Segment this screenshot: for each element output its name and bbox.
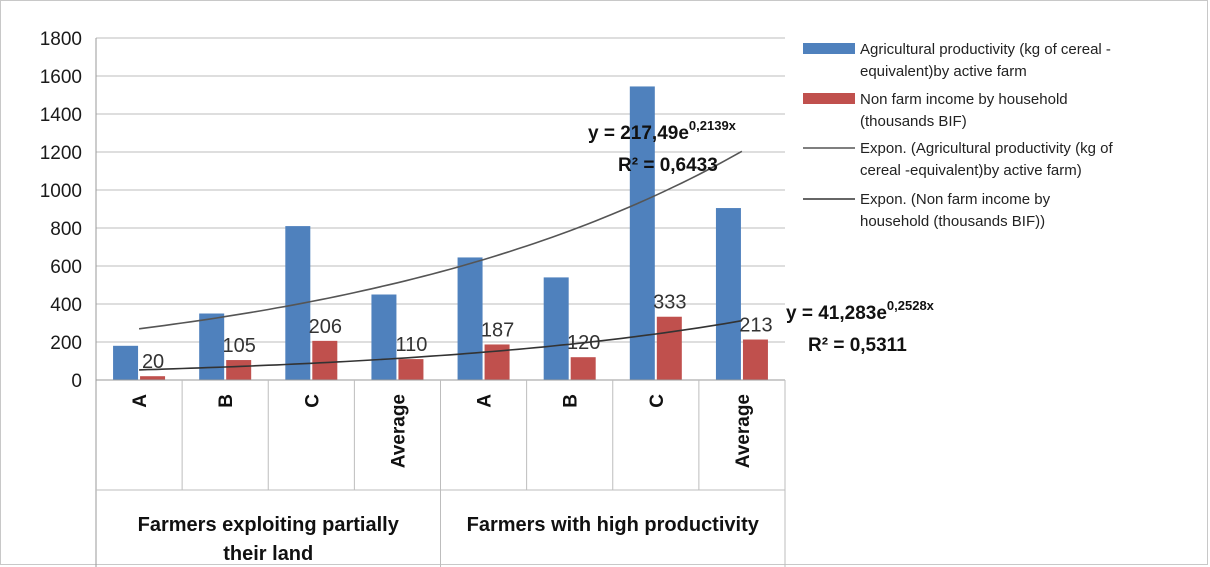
bar-non-farm-income [226, 360, 252, 380]
data-labels: 20 105 206 110 187 120 333 213 [142, 292, 773, 373]
bar-agricultural-productivity [543, 277, 569, 380]
data-label: 213 [739, 315, 772, 337]
legend-label: equivalent)by active farm [860, 63, 1027, 80]
y-tick-label: 400 [50, 295, 82, 316]
bar-agricultural-productivity [629, 86, 655, 380]
data-label: 187 [481, 319, 514, 341]
trendline-agricultural-productivity [138, 150, 743, 330]
trendline-equation: y = 41,283e0,2528x [786, 298, 935, 324]
legend-label: Agricultural productivity (kg of cereal … [860, 41, 1111, 58]
legend-label: Non farm income by household [860, 91, 1068, 108]
bar-agricultural-productivity [715, 208, 741, 380]
bars [113, 86, 768, 380]
x-category-label: C [647, 394, 668, 408]
trendline-r-squared: R² = 0,5311 [808, 335, 907, 356]
bar-non-farm-income [742, 339, 768, 380]
y-tick-label: 1000 [40, 181, 82, 202]
bar-non-farm-income [570, 357, 596, 380]
legend-label: Expon. (Agricultural productivity (kg of [860, 140, 1113, 157]
trendline-equations: y = 217,49e0,2139x R² = 0,6433 y = 41,283e… [588, 118, 935, 356]
bar-agricultural-productivity [199, 313, 225, 380]
bar-agricultural-productivity [113, 345, 139, 380]
trendline-non-farm-income [139, 319, 743, 371]
y-axis-ticks: 0 200 400 600 800 1000 1200 1400 1600 1800 [40, 29, 82, 392]
data-label: 20 [142, 351, 164, 373]
axes [95, 38, 786, 567]
data-label: 110 [395, 334, 427, 356]
legend-label: (thousands BIF) [860, 113, 967, 130]
x-category-label: A [130, 394, 151, 408]
data-label: 105 [223, 335, 256, 357]
legend-swatch [803, 43, 855, 54]
x-category-label: C [302, 394, 323, 408]
bar-non-farm-income [398, 359, 424, 380]
x-category-label: B [561, 394, 582, 408]
legend-label: cereal -equivalent)by active farm) [860, 162, 1082, 179]
legend-label: household (thousands BIF)) [860, 213, 1045, 230]
y-tick-label: 800 [50, 219, 82, 240]
bar-non-farm-income [140, 376, 166, 380]
trendlines [138, 150, 743, 371]
x-group-label: their land [223, 543, 313, 565]
data-label: 206 [309, 316, 342, 338]
y-tick-label: 1600 [40, 67, 82, 88]
category-labels: A B C Average A B C Average [130, 394, 754, 469]
group-labels: Farmers exploiting partially their land Fa… [138, 514, 760, 565]
y-tick-label: 0 [71, 371, 82, 392]
data-label: 120 [567, 332, 600, 354]
data-label: 333 [653, 292, 686, 314]
x-group-label: Farmers with high productivity [467, 514, 760, 536]
bar-non-farm-income [656, 316, 682, 380]
x-category-label: Average [388, 394, 409, 468]
x-category-label: A [475, 394, 496, 408]
y-tick-label: 1400 [40, 105, 82, 126]
trendline-equation: y = 217,49e0,2139x [588, 118, 737, 144]
y-tick-label: 1200 [40, 143, 82, 164]
bar-agricultural-productivity [457, 257, 483, 380]
legend: Agricultural productivity (kg of cereal … [803, 41, 1113, 230]
legend-swatch [803, 93, 855, 104]
x-group-label: Farmers exploiting partially [138, 514, 400, 536]
y-tick-label: 600 [50, 257, 82, 278]
x-category-label: B [216, 394, 237, 408]
x-category-label: Average [733, 394, 754, 468]
legend-label: Expon. (Non farm income by [860, 191, 1051, 208]
bar-agricultural-productivity [371, 294, 397, 380]
y-tick-label: 1800 [40, 29, 82, 50]
y-tick-label: 200 [50, 333, 82, 354]
trendline-r-squared: R² = 0,6433 [618, 155, 718, 176]
bar-non-farm-income [312, 340, 338, 380]
